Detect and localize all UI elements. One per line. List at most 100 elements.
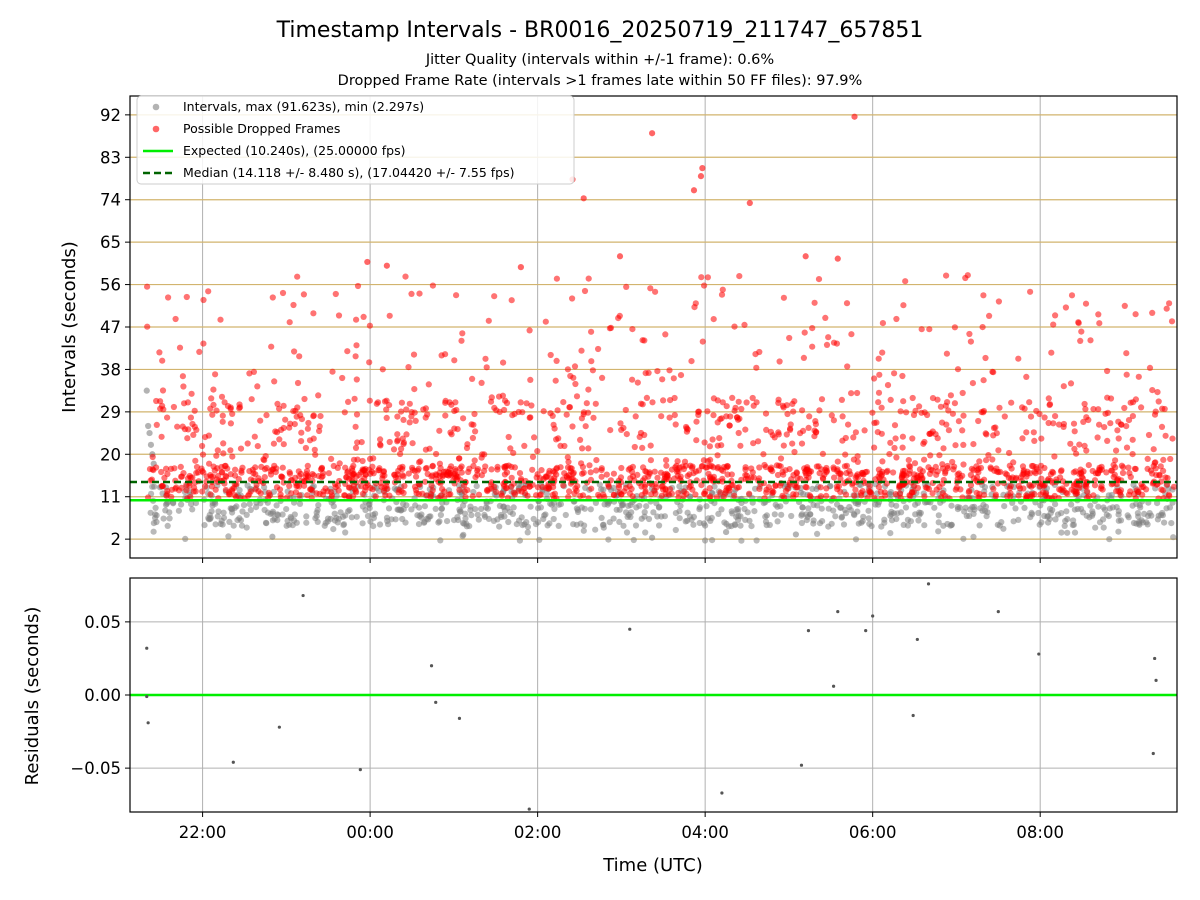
interval-point	[655, 504, 663, 511]
interval-point	[359, 503, 366, 510]
interval-point	[205, 515, 212, 522]
interval-point	[166, 509, 173, 516]
interval-point	[852, 536, 860, 543]
interval-point	[1068, 501, 1075, 508]
interval-point	[240, 502, 248, 509]
dropped-frame-point	[175, 487, 183, 494]
dropped-frame-point	[663, 462, 670, 469]
interval-point	[956, 504, 963, 511]
dropped-frame-point	[542, 473, 550, 480]
dropped-frame-point	[311, 446, 318, 453]
dropped-frame-point	[1036, 468, 1043, 475]
dropped-frame-point	[763, 426, 770, 433]
dropped-frame-point	[775, 399, 782, 406]
dropped-frame-point	[1115, 475, 1122, 482]
interval-point	[916, 509, 923, 516]
dropped-frame-point	[933, 486, 940, 493]
residual-point	[145, 646, 149, 650]
interval-point	[1052, 516, 1059, 523]
interval-point	[226, 518, 233, 526]
residual-point	[926, 582, 931, 586]
dropped-frame-point	[1004, 493, 1011, 500]
dropped-frame-point	[943, 272, 950, 279]
dropped-frame-point	[488, 394, 495, 401]
dropped-frame-point	[1125, 464, 1132, 471]
dropped-frame-point	[1015, 355, 1022, 362]
interval-point	[859, 518, 866, 525]
interval-point	[166, 515, 173, 522]
dropped-frame-point	[300, 291, 307, 298]
residual-point	[864, 629, 868, 633]
interval-point	[792, 531, 799, 538]
dropped-frame-point	[1077, 337, 1084, 344]
dropped-frame-point	[451, 357, 458, 364]
dropped-frame-point	[1113, 447, 1120, 454]
dropped-frame-point	[199, 488, 206, 495]
dropped-frame-point	[823, 464, 830, 472]
interval-point	[1168, 520, 1175, 527]
interval-point	[253, 504, 260, 511]
dropped-frame-point	[916, 466, 924, 473]
interval-point	[152, 504, 159, 511]
dropped-frame-point	[420, 406, 427, 413]
dropped-frame-point	[292, 474, 299, 481]
dropped-frame-point	[534, 484, 542, 491]
intervals-y-tick-label: 56	[100, 276, 121, 295]
dropped-frame-point	[1160, 467, 1167, 474]
dropped-frame-point	[391, 471, 398, 478]
interval-point	[1062, 517, 1069, 525]
dropped-frame-point	[164, 487, 171, 494]
interval-point	[751, 508, 758, 515]
dropped-frame-point	[502, 397, 509, 404]
dropped-frame-point	[1038, 435, 1045, 442]
dropped-frame-point	[852, 429, 860, 436]
dropped-frame-point	[248, 396, 255, 403]
dropped-frame-point	[776, 358, 783, 365]
dropped-frame-point	[1149, 387, 1156, 394]
dropped-frame-point	[1123, 350, 1130, 357]
dropped-frame-point	[583, 400, 590, 407]
dropped-frame-point	[652, 288, 659, 295]
interval-point	[1136, 521, 1143, 528]
interval-point	[454, 516, 462, 524]
dropped-frame-point	[398, 408, 405, 415]
dropped-frame-point	[982, 354, 989, 362]
dropped-frame-point	[553, 275, 561, 282]
dropped-frame-point	[425, 381, 432, 388]
dropped-frame-point	[1090, 492, 1097, 499]
dropped-frame-point	[658, 413, 665, 420]
dropped-frame-point	[693, 418, 700, 425]
dropped-frame-point	[463, 444, 471, 452]
dropped-frame-point	[882, 492, 889, 499]
dropped-frame-point	[384, 485, 391, 492]
dropped-frame-point	[200, 340, 207, 347]
residual-point	[146, 721, 150, 725]
dropped-frame-point	[292, 489, 300, 496]
dropped-frame-point	[1119, 469, 1127, 477]
dropped-frame-point	[1007, 482, 1014, 490]
dropped-frame-point	[722, 487, 730, 494]
dropped-frame-point	[445, 491, 453, 498]
interval-point	[459, 533, 466, 540]
dropped-frame-point	[811, 433, 818, 440]
dropped-frame-point	[474, 466, 482, 473]
residual-point	[527, 807, 531, 811]
dropped-frame-point	[491, 293, 498, 300]
residual-point	[457, 716, 462, 721]
dropped-frame-point	[745, 476, 752, 483]
dropped-frame-point	[276, 436, 283, 443]
interval-point	[966, 512, 973, 520]
dropped-frame-point	[900, 398, 907, 405]
dropped-frame-point	[144, 283, 151, 290]
dropped-frame-point	[288, 490, 295, 497]
dropped-frame-point	[318, 464, 325, 471]
interval-point	[935, 528, 942, 535]
dropped-frame-point	[461, 488, 468, 495]
dropped-frame-point	[871, 375, 878, 382]
dropped-frame-point	[709, 436, 716, 443]
dropped-frame-point	[170, 403, 177, 411]
dropped-frame-point	[533, 492, 540, 499]
interval-point	[1000, 525, 1007, 532]
dropped-frame-point	[579, 445, 586, 452]
intervals-y-tick-label: 47	[100, 318, 121, 337]
